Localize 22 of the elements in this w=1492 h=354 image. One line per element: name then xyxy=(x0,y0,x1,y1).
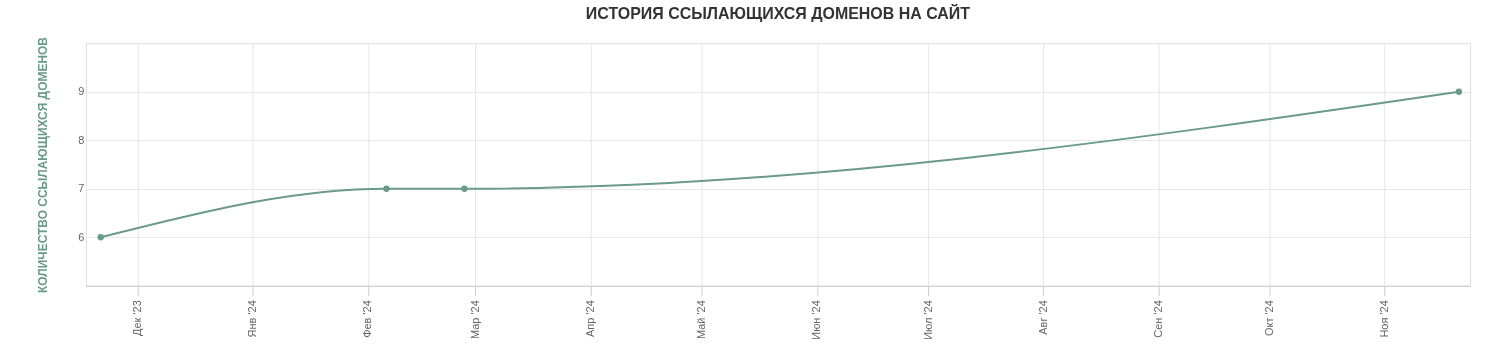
x-tick-label: Янв '24 xyxy=(246,300,259,338)
y-axis-title: КОЛИЧЕСТВО ССЫЛАЮЩИХСЯ ДОМЕНОВ xyxy=(36,36,51,294)
point xyxy=(461,185,468,192)
x-tick-label: Мар '24 xyxy=(468,300,481,340)
x-tick-label: Ноя '24 xyxy=(1378,300,1391,338)
x-tick-label: Апр '24 xyxy=(584,300,597,337)
x-tick-label: Июл '24 xyxy=(921,300,934,340)
x-tick-label: Окт '24 xyxy=(1263,300,1276,337)
chart-title: ИСТОРИЯ ССЫЛАЮЩИХСЯ ДОМЕНОВ НА САЙТ xyxy=(585,4,971,23)
y-tick-label: 7 xyxy=(78,182,85,195)
point xyxy=(1455,88,1463,95)
x-tick-label: Май '24 xyxy=(695,300,708,340)
y-tick-label: 6 xyxy=(78,230,85,243)
x-tick-label: Авг '24 xyxy=(1036,300,1049,335)
y-tick-label: 9 xyxy=(78,85,85,98)
x-tick-label: Сен '24 xyxy=(1151,300,1164,338)
x-tick-label: Июн '24 xyxy=(810,300,823,340)
x-tick-label: Фев '24 xyxy=(361,300,374,338)
y-tick-label: 8 xyxy=(78,133,85,146)
point xyxy=(97,234,104,241)
point xyxy=(383,185,390,192)
x-tick-label: Дек '23 xyxy=(131,300,144,336)
